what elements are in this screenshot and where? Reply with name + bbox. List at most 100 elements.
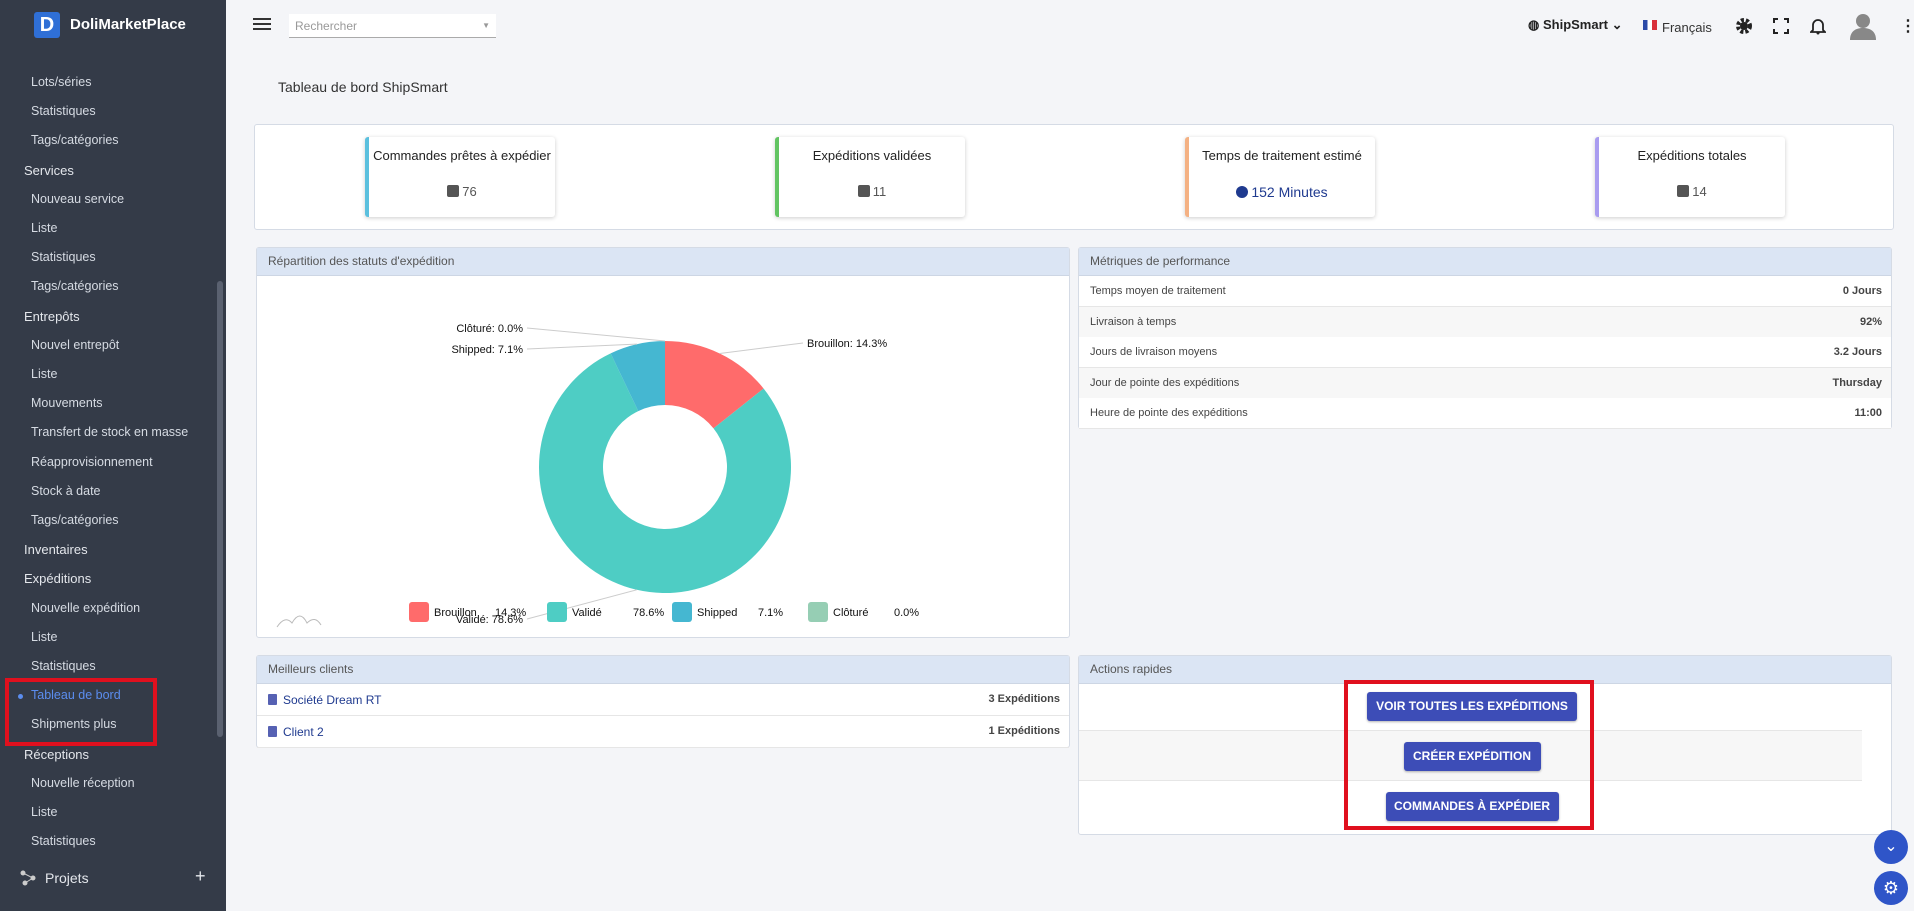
actions-panel: Actions rapides VOIR TOUTES LES EXPÉDITI… <box>1078 655 1892 835</box>
sidebar-item[interactable]: Nouvel entrepôt <box>31 337 120 352</box>
sidebar-item[interactable]: Tags/catégories <box>31 133 119 148</box>
legend-label: Brouillon <box>434 607 477 619</box>
sidebar-section[interactable]: Expéditions <box>24 571 92 587</box>
client-icon <box>268 726 277 737</box>
search-placeholder: Rechercher <box>295 19 358 33</box>
flag <box>1643 20 1657 30</box>
sidebar-section[interactable]: Réceptions <box>24 746 90 762</box>
sidebar-item[interactable]: Liste <box>31 367 58 381</box>
legend-label: Shipped <box>697 607 737 619</box>
metric-value: Thursday <box>1832 376 1882 389</box>
logo[interactable]: D <box>34 12 60 38</box>
sidebar-item[interactable]: Statistiques <box>31 659 96 673</box>
sidebar-item[interactable]: Tableau de bord <box>31 688 121 703</box>
sidebar-item[interactable]: Liste <box>31 629 58 644</box>
callout-line <box>526 327 666 342</box>
sidebar-item[interactable]: Statistiques <box>31 104 96 119</box>
metric-label: Livraison à temps <box>1090 315 1177 328</box>
sidebar-item[interactable]: Shipments plus <box>31 717 117 732</box>
kpi-label: Temps de traitement estimé <box>1202 148 1362 163</box>
fullscreen[interactable] <box>1773 18 1789 34</box>
callout-label: Shipped: 7.1% <box>451 344 523 356</box>
brand[interactable]: DoliMarketPlace <box>70 16 186 33</box>
kpi-card: Expéditions validées 11 <box>775 137 965 217</box>
sparkline-icon <box>276 615 322 628</box>
menu-toggle[interactable] <box>253 18 271 32</box>
language[interactable]: Français <box>1662 20 1712 35</box>
metric-label: Jours de livraison moyens <box>1090 346 1218 358</box>
chart-title: Répartition des statuts d'expédition <box>257 248 1069 276</box>
kpi-label: Expéditions validées <box>812 148 932 163</box>
metric-row <box>1079 306 1891 338</box>
client-name[interactable]: Société Dream RT <box>283 693 382 707</box>
active-dot <box>18 694 23 700</box>
client-count: 1 Expéditions <box>988 725 1060 737</box>
kpi-number: 152 Minutes <box>1251 184 1328 200</box>
sidebar-item[interactable]: Tags/catégories <box>31 513 119 527</box>
clients-panel: Meilleurs clients Société Dream RT 3 Expé… <box>256 655 1070 748</box>
callout-line <box>719 342 804 354</box>
donut-slice <box>539 353 791 593</box>
kpi-value: 76 <box>369 184 555 199</box>
sidebar: D DoliMarketPlace Projets + Lots/séries S… <box>0 0 226 911</box>
legend-swatch <box>808 602 828 622</box>
sidebar-item[interactable]: Transfert de stock en masse <box>31 425 189 440</box>
sidebar-item[interactable]: Statistiques <box>31 834 96 849</box>
sidebar-item[interactable]: Nouvelle expédition <box>31 600 141 615</box>
entity-switch[interactable]: ◍ ShipSmart ⌄ <box>1528 17 1623 32</box>
sidebar-section[interactable]: Services <box>24 162 74 178</box>
scrollbar[interactable] <box>217 281 223 737</box>
legend-swatch <box>547 602 567 622</box>
metric-label: Jour de pointe des expéditions <box>1090 376 1240 389</box>
sidebar-item[interactable]: Réapprovisionnement <box>31 454 153 469</box>
legend-value: 0.0% <box>894 607 919 619</box>
metric-row <box>1079 398 1891 429</box>
avatar[interactable] <box>1850 12 1876 40</box>
more-menu[interactable]: ⋮ <box>1900 18 1914 35</box>
metrics-title: Métriques de performance <box>1079 248 1891 276</box>
client-row <box>257 684 1069 716</box>
sidebar-item[interactable]: Statistiques <box>31 250 96 265</box>
kpi-icon <box>857 185 870 197</box>
action-button[interactable]: COMMANDES À EXPÉDIER <box>1385 792 1559 821</box>
metric-value: 92% <box>1859 315 1882 328</box>
client-row <box>257 716 1069 748</box>
add-project[interactable]: + <box>195 866 206 886</box>
action-button[interactable]: VOIR TOUTES LES EXPÉDITIONS <box>1367 692 1577 721</box>
callout-line <box>526 589 637 620</box>
sidebar-item[interactable]: Liste <box>31 805 58 819</box>
metric-label: Heure de pointe des expéditions <box>1090 407 1248 419</box>
sidebar-section[interactable]: Inventaires <box>24 542 88 558</box>
sidebar-item[interactable]: Nouvelle réception <box>31 775 135 790</box>
kpi-icon <box>1677 185 1690 197</box>
quick-settings[interactable]: ⚙ <box>1874 871 1908 905</box>
donut-slice <box>665 341 764 429</box>
kpi-card: Commandes prêtes à expédier 76 <box>365 137 555 217</box>
settings[interactable] <box>1735 17 1753 35</box>
sidebar-item[interactable]: Liste <box>31 221 58 235</box>
sidebar-item[interactable]: Mouvements <box>31 396 103 411</box>
kpi-value: 152 Minutes <box>1189 184 1375 200</box>
scroll-down[interactable]: ⌄ <box>1874 830 1908 864</box>
sidebar-item[interactable]: Tags/catégories <box>31 279 119 294</box>
sidebar-section[interactable]: Entrepôts <box>24 308 80 324</box>
action-button[interactable]: CRÉER EXPÉDITION <box>1403 742 1541 771</box>
sidebar-item[interactable]: Stock à date <box>31 483 101 498</box>
kpi-number: 11 <box>872 184 887 199</box>
projets-icon <box>20 870 36 886</box>
notifications[interactable] <box>1810 17 1826 35</box>
highlight-box <box>1344 680 1594 830</box>
kpi-number: 14 <box>1692 184 1707 199</box>
legend-value: 78.6% <box>633 607 664 619</box>
search-box[interactable]: Rechercher ▼ <box>289 14 496 38</box>
kpi-card: Expéditions totales 14 <box>1595 137 1785 217</box>
sidebar-item[interactable]: Nouveau service <box>31 191 125 206</box>
metric-row <box>1079 337 1891 368</box>
kpi-icon <box>1236 186 1249 198</box>
client-name[interactable]: Client 2 <box>283 725 324 739</box>
metric-value: 0 Jours <box>1842 285 1882 297</box>
kpi-card: Temps de traitement estimé 152 Minutes <box>1185 137 1375 217</box>
sidebar-item[interactable]: Lots/séries <box>31 75 92 89</box>
projets[interactable]: Projets <box>45 870 89 886</box>
donut-slice <box>610 341 665 412</box>
